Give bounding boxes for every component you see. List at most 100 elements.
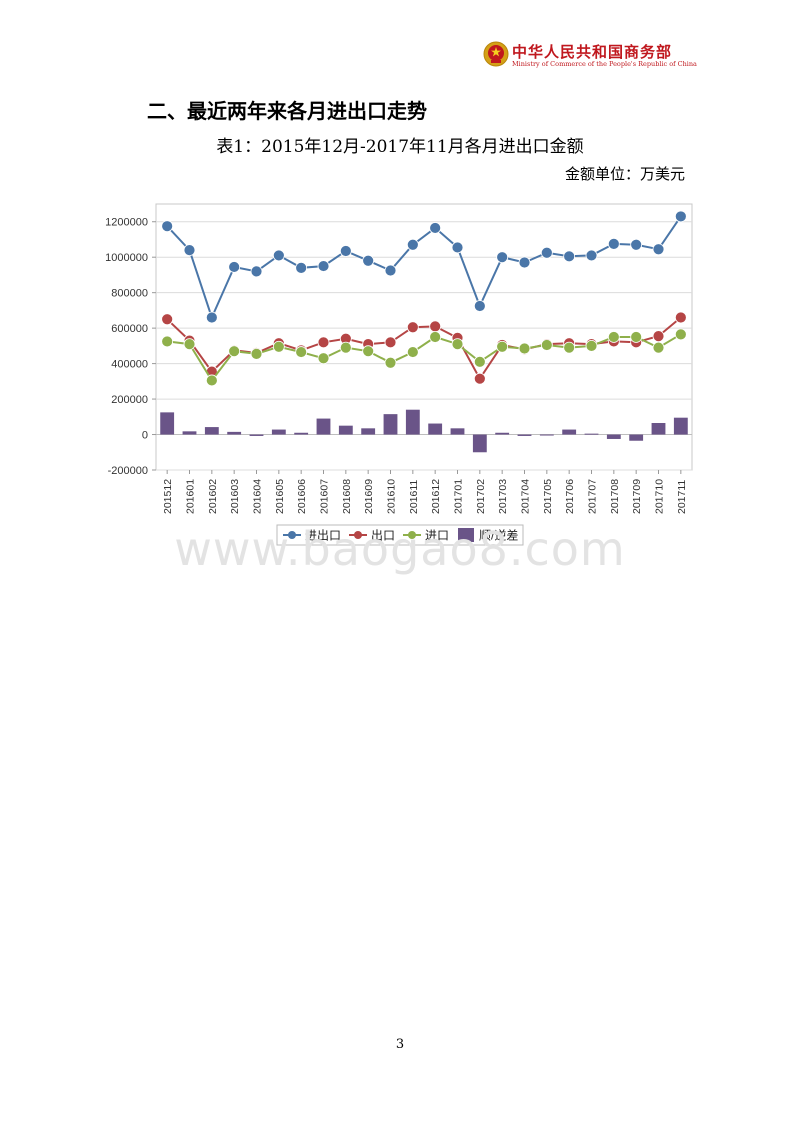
data-point — [429, 222, 442, 234]
legend-label: 顺/逆差 — [479, 528, 518, 543]
y-tick-label: 1200000 — [105, 217, 148, 229]
x-tick-label: 201603 — [229, 479, 241, 514]
bar-balance — [495, 432, 510, 435]
data-point — [518, 256, 531, 269]
plot-area — [155, 203, 693, 471]
data-point — [563, 250, 576, 263]
x-tick-label: 201710 — [654, 479, 666, 514]
bar-balance — [629, 434, 644, 441]
trade-chart: -200000 0 200000 400000 600000 800000 1000000 1… — [95, 196, 705, 551]
x-tick-label: 201608 — [341, 479, 353, 514]
bar-balance — [383, 414, 398, 435]
bar-balance — [204, 427, 219, 435]
national-emblem-icon — [483, 41, 509, 67]
x-tick-label: 201707 — [587, 479, 599, 514]
data-point — [228, 345, 241, 358]
data-point — [473, 372, 486, 385]
data-point — [652, 330, 665, 343]
data-point — [250, 347, 263, 360]
data-point — [295, 261, 308, 274]
bar-balance — [338, 425, 353, 435]
x-tick-label: 201702 — [475, 479, 487, 514]
x-tick-label: 201701 — [453, 479, 465, 514]
data-point — [406, 321, 419, 334]
bar-balance — [539, 434, 554, 436]
data-point — [652, 341, 665, 354]
bar-balance — [294, 432, 309, 435]
data-point — [451, 241, 464, 254]
bar-balance — [316, 418, 331, 435]
data-point — [429, 331, 442, 343]
data-point — [295, 346, 308, 358]
data-point — [339, 341, 352, 354]
data-point — [272, 340, 285, 353]
data-point — [317, 336, 330, 349]
data-point — [161, 313, 174, 326]
data-point — [228, 261, 241, 273]
org-name-cn: 中华人民共和国商务部 — [512, 43, 673, 61]
bar-balance — [606, 434, 621, 439]
bar-balance — [182, 431, 197, 435]
y-tick-label: 800000 — [111, 288, 148, 300]
trade-chart-svg: -200000 0 200000 400000 600000 800000 1000000 1… — [105, 203, 693, 546]
data-point — [317, 260, 330, 272]
section-title: 二、最近两年来各月进出口走势 — [147, 99, 427, 123]
data-point — [563, 341, 576, 354]
x-tick-label: 201612 — [430, 479, 442, 514]
data-point — [585, 249, 598, 262]
data-point — [585, 339, 598, 352]
bar-balance — [405, 409, 420, 435]
x-tick-label: 201708 — [609, 479, 621, 514]
x-tick-label: 201610 — [386, 479, 398, 514]
x-tick-label: 201606 — [296, 479, 308, 514]
x-tick-label: 201709 — [631, 479, 643, 514]
unit-label: 金额单位：万美元 — [564, 165, 685, 183]
x-tick-label: 201604 — [252, 479, 264, 514]
data-point — [272, 249, 285, 262]
legend-label: 进出口 — [305, 529, 341, 543]
data-point — [674, 328, 687, 341]
bar-balance — [271, 429, 286, 435]
x-tick-label: 201607 — [319, 479, 331, 514]
bar-balance — [227, 431, 242, 435]
bar-balance — [249, 434, 264, 436]
x-tick-label: 201609 — [363, 479, 375, 514]
data-point — [429, 320, 442, 333]
x-tick-label: 201706 — [564, 479, 576, 514]
data-point — [250, 265, 263, 278]
y-tick-label: 600000 — [111, 323, 148, 335]
y-tick-label: -200000 — [108, 465, 148, 477]
data-point — [630, 331, 643, 343]
data-point — [406, 238, 419, 251]
bar-balance — [450, 428, 465, 435]
legend-swatch-marker — [408, 531, 416, 539]
bar-balance — [361, 428, 376, 435]
y-tick-label: 1000000 — [105, 252, 148, 264]
legend-label: 进口 — [425, 529, 449, 543]
data-point — [362, 254, 375, 267]
x-tick-label: 201601 — [185, 479, 197, 514]
x-tick-label: 201605 — [274, 479, 286, 514]
data-point — [540, 246, 553, 259]
bar-balance — [517, 434, 532, 436]
data-point — [205, 374, 218, 387]
data-point — [518, 342, 531, 355]
data-point — [161, 335, 174, 348]
bar-balance — [562, 429, 577, 435]
data-point — [473, 355, 486, 368]
x-tick-label: 201512 — [162, 479, 174, 514]
data-point — [674, 210, 687, 223]
data-point — [406, 346, 419, 358]
data-point — [384, 264, 397, 277]
table-title: 表1：2015年12月-2017年11月各月进出口金额 — [216, 137, 584, 157]
x-tick-label: 201602 — [207, 479, 219, 514]
data-point — [496, 340, 509, 353]
legend-label: 出口 — [371, 529, 395, 543]
bar-balance — [428, 423, 443, 435]
bar-balance — [160, 412, 175, 435]
x-tick-label: 201611 — [408, 480, 420, 514]
data-point — [161, 220, 174, 233]
data-point — [317, 352, 330, 365]
data-point — [674, 311, 687, 324]
x-tick-label: 201705 — [542, 479, 554, 514]
